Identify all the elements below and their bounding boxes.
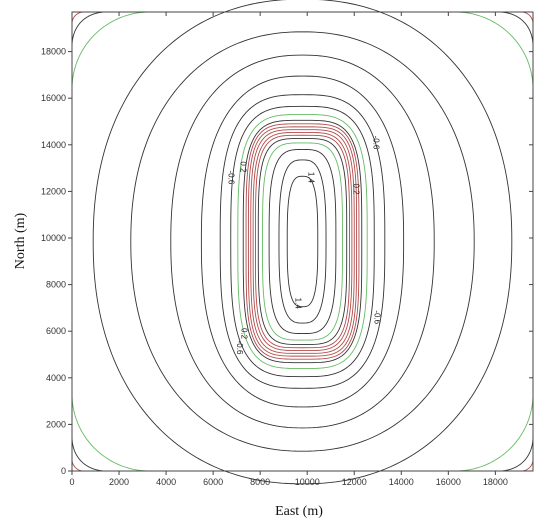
contour-line-6 [237,114,368,369]
y-tick-label: 8000 [46,280,66,290]
x-axis-ticks: 0 2000 4000 6000 8000 10000 12000 14000 16000 180… [69,12,508,487]
y-tick-label: 10000 [41,233,66,243]
corner-contour-0-2 [71,11,150,89]
y-tick-label: 4000 [46,373,66,383]
x-tick-label: 6000 [203,477,223,487]
y-tick-label: 0 [61,466,66,476]
contour-line-14 [262,142,343,341]
contour-lines [71,0,534,485]
contour-labels: 1.41.40.20.20.2-0.6-0.6-0.6-0.6 [227,136,382,355]
x-tick-label: 18000 [483,477,508,487]
y-tick-label: 12000 [41,186,66,196]
contour-line-16 [278,159,327,324]
contour-label-3: 0.2 [240,328,249,340]
contour-line-11 [252,132,353,351]
contour-label-4: 0.2 [238,161,247,173]
contour-label-5: -0.6 [227,171,236,185]
contour-line-2 [170,54,435,429]
corner-contour-0-0 [71,394,150,472]
contour-line-10 [250,129,355,354]
contour-line-0 [92,0,513,485]
x-tick-label: 16000 [436,477,461,487]
contour-line-7 [242,119,363,364]
x-tick-label: 4000 [156,477,176,487]
y-tick-label: 6000 [46,326,66,336]
x-tick-label: 8000 [250,477,270,487]
contour-label-2: 0.2 [351,184,360,196]
y-tick-label: 2000 [46,419,66,429]
contour-line-17 [286,175,319,308]
contour-line-8 [245,123,360,360]
x-tick-label: 2000 [109,477,129,487]
contour-line-9 [247,126,358,357]
corner-contour-1-2 [71,11,108,47]
contour-line-3 [200,75,405,408]
corner-contour-0-3 [455,11,534,89]
plot-frame [71,11,534,472]
contour-line-1 [130,31,475,452]
corner-contour-1-0 [71,436,108,472]
x-tick-label: 0 [69,477,74,487]
contour-label-1: 1.4 [294,298,303,310]
x-tick-label: 14000 [389,477,414,487]
contour-line-5 [230,105,375,378]
corner-contour-0-1 [455,394,534,472]
contour-line-12 [255,134,350,349]
contour-label-8: -0.6 [235,341,244,355]
y-tick-label: 16000 [41,93,66,103]
contour-line-4 [219,94,386,389]
corner-contour-1-3 [497,11,534,47]
contour-label-6: -0.6 [371,136,380,150]
y-tick-label: 18000 [41,47,66,57]
x-tick-label: 10000 [295,477,320,487]
y-axis-ticks: 0 2000 4000 6000 8000 10000 12000 14000 16000 180… [41,47,533,476]
x-tick-label: 12000 [342,477,367,487]
contour-label-7: -0.6 [372,310,381,324]
contour-label-0: 1.4 [307,172,316,184]
contour-line-15 [268,149,337,334]
y-axis-label: North (m) [13,212,28,269]
corner-contour-1-1 [497,436,534,472]
y-tick-label: 14000 [41,140,66,150]
plot-background [72,12,533,471]
contour-line-13 [257,138,348,345]
x-axis-label: East (m) [275,504,323,519]
